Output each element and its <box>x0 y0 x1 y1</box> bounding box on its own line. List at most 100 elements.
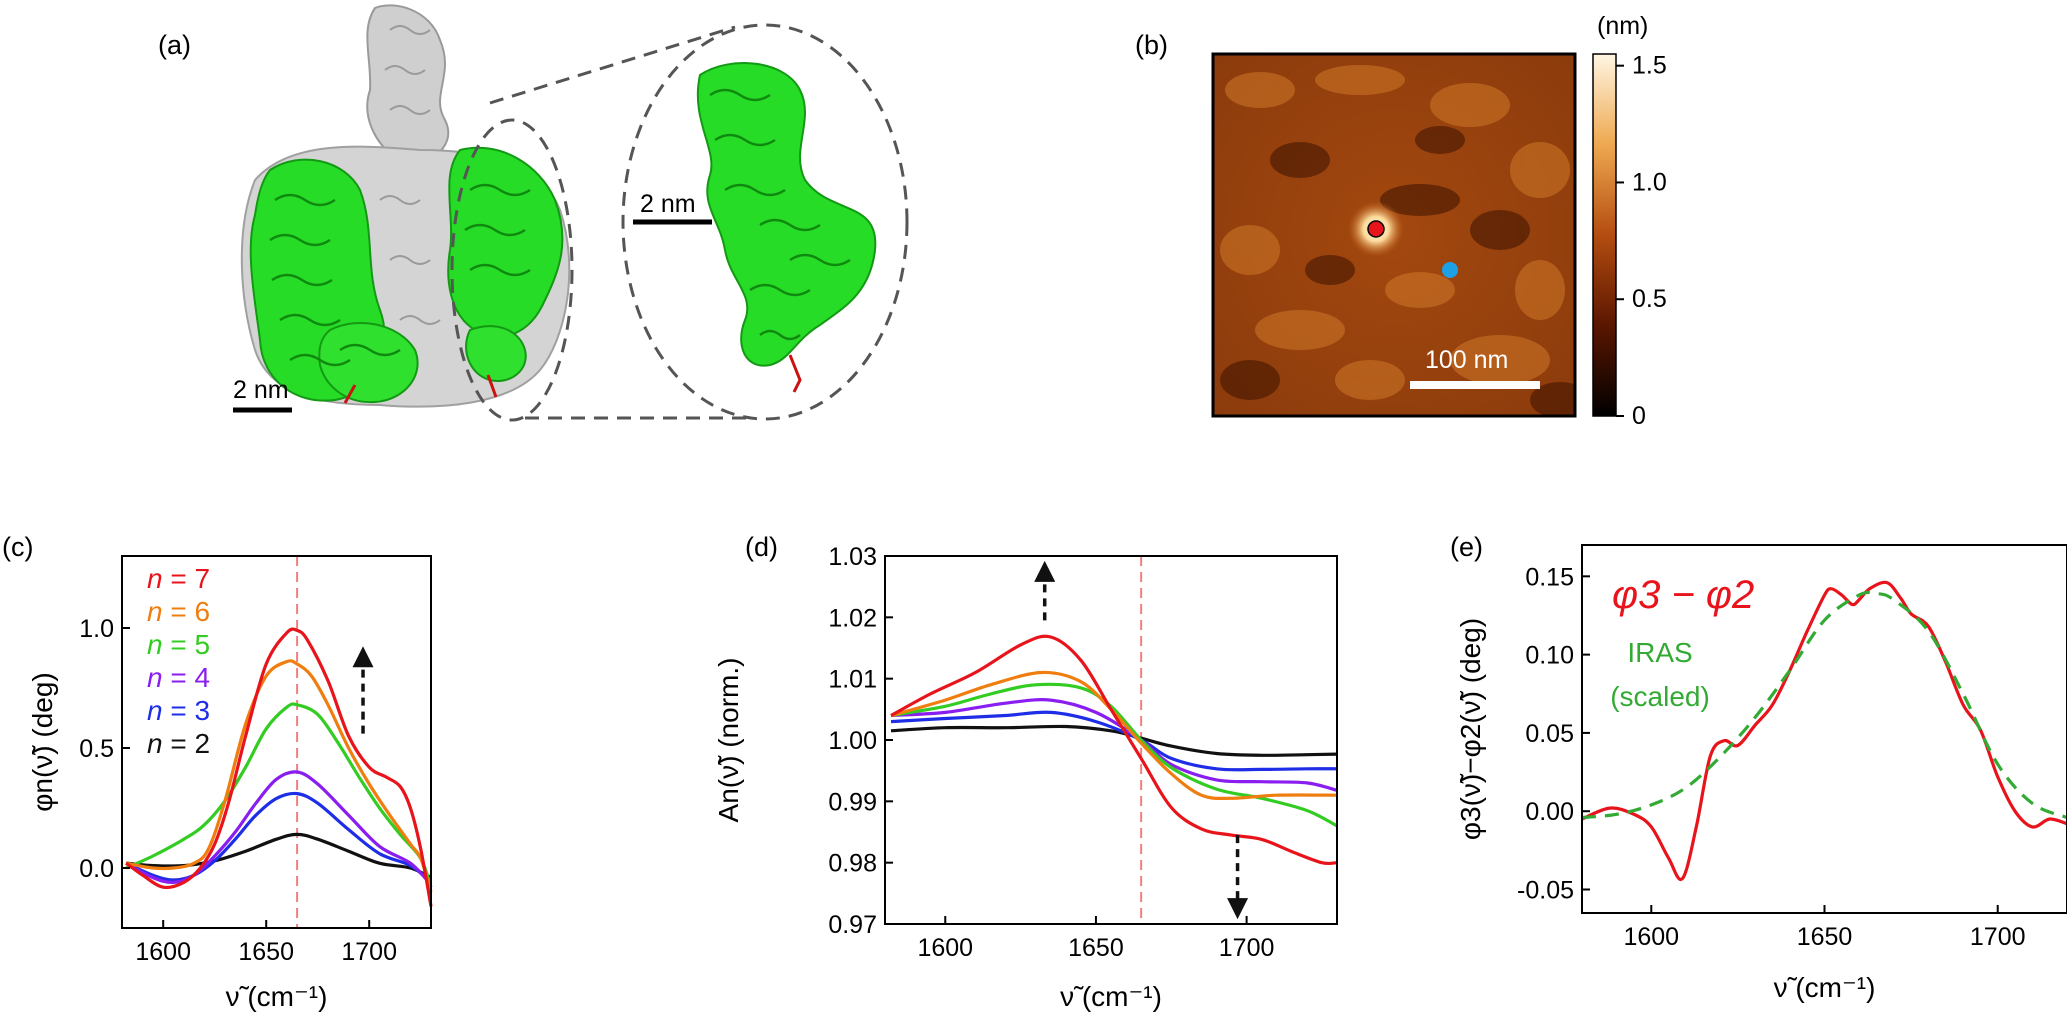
plot-frame <box>121 555 432 929</box>
colorbar-tick-label: 1.0 <box>1632 168 1667 196</box>
legend-eq: = 6 <box>163 596 210 627</box>
legend-entry: n = 4 <box>147 662 210 693</box>
legend-eq: = 4 <box>163 662 210 693</box>
legend-entry: n = 6 <box>147 596 210 627</box>
panel-e: (e) 1600 1650 1700 -0.05 0.00 0.05 0.10 0.15 ν̃ (… <box>1450 532 2067 1003</box>
terminus-red-1 <box>343 384 357 404</box>
y-tick-label: 0.10 <box>1525 642 1574 670</box>
afm-scalebar-label: 100 nm <box>1425 346 1508 374</box>
x-tick-label: 1600 <box>917 934 973 962</box>
afm-frame <box>1211 52 1577 418</box>
series-line <box>890 724 1338 757</box>
x-tick-label: 1650 <box>1797 923 1853 951</box>
series-group <box>125 627 433 907</box>
legend-n: n <box>147 695 163 726</box>
scalebar-left-label: 2 nm <box>233 376 289 404</box>
ribbon-texture-left <box>269 183 531 367</box>
y-tick-label: 1.03 <box>828 543 877 571</box>
complex-green-bottom <box>318 322 419 404</box>
y-axis-label: An(ν̃) (norm.) <box>713 658 744 823</box>
legend-eq: = 7 <box>163 563 210 594</box>
y-tick-label: 0.15 <box>1525 563 1574 591</box>
series-line <box>125 627 433 907</box>
x-tick-label: 1700 <box>341 938 397 966</box>
colorbar-ticks: 0 0.5 1.0 1.5 <box>1616 52 1667 430</box>
series-line <box>1581 580 2067 882</box>
legend-entry: n = 3 <box>147 695 210 726</box>
legend-eq: = 2 <box>163 728 210 759</box>
zoom-connector-top <box>489 25 736 105</box>
x-tick-label: 1600 <box>1623 923 1679 951</box>
panel-c: (c) 1600 1650 1700 0.0 0.5 1.0 ν̃ (cm⁻¹) φn(ν̃) … <box>2 532 433 1012</box>
legend-entry: n = 2 <box>147 728 210 759</box>
legend-entry: n = 5 <box>147 629 210 660</box>
ribbon-texture-gray <box>379 25 441 325</box>
legend-entry: φ3 − φ2 <box>1612 573 1754 617</box>
series-group <box>1581 580 2067 882</box>
colorbar-tick-label: 0.5 <box>1632 285 1667 313</box>
colorbar-tick-label: 0 <box>1632 402 1646 430</box>
zoom-ellipse-small <box>450 118 574 422</box>
y-tick-label: 1.02 <box>828 604 877 632</box>
series-line <box>125 702 433 888</box>
series-line <box>1581 590 2067 820</box>
series-line <box>890 682 1338 828</box>
x-tick-label: 1600 <box>135 938 191 966</box>
y-tick-label: 1.0 <box>79 615 114 643</box>
x-tick-label: 1650 <box>238 938 294 966</box>
legend-eq: = 3 <box>163 695 210 726</box>
y-tick-label: 0.99 <box>828 788 877 816</box>
zoomed-subunit <box>696 62 877 393</box>
y-tick-label: 0.05 <box>1525 720 1574 748</box>
x-tick-label: 1700 <box>1970 923 2026 951</box>
complex-green-br <box>465 325 527 382</box>
x-axis-label: ν̃ (cm⁻¹) <box>226 981 328 1012</box>
legend-n: n <box>147 563 163 594</box>
panel-d: (d) 1600 1650 1700 0.97 0.98 0.99 1.00 1.01 1.02 1… <box>713 532 1338 1012</box>
legend-entry: IRAS <box>1627 637 1692 668</box>
panel-a: (a) <box>158 4 909 422</box>
y-tick-label: -0.05 <box>1517 877 1574 905</box>
y-tick-label: 0.00 <box>1525 798 1574 826</box>
legend-n: n <box>147 728 163 759</box>
y-tick-label: 0.97 <box>828 911 877 939</box>
series-line <box>890 634 1338 866</box>
panel-e-label: (e) <box>1450 532 1483 562</box>
panel-b-label: (b) <box>1135 30 1168 60</box>
panel-c-label: (c) <box>2 532 33 562</box>
afm-image <box>1213 54 1575 416</box>
terminus-red-2 <box>486 374 498 398</box>
plot-frame <box>884 555 1338 925</box>
x-tick-label: 1650 <box>1068 934 1124 962</box>
legend-entry: (scaled) <box>1610 681 1710 712</box>
zoomed-terminus-red <box>788 354 802 393</box>
complex-green-right <box>447 146 564 338</box>
y-tick-label: 0.5 <box>79 735 114 763</box>
colorbar <box>1592 53 1617 417</box>
zoom-ellipse-large <box>621 23 909 421</box>
legend-n: n <box>147 662 163 693</box>
panel-a-label: (a) <box>158 30 191 60</box>
legend-eq: = 5 <box>163 629 210 660</box>
legend-entry: n = 7 <box>147 563 210 594</box>
y-tick-label: 1.00 <box>828 727 877 755</box>
y-axis-label: φ3(ν̃)−φ2(ν̃) (deg) <box>1455 618 1486 840</box>
y-tick-label: 0.98 <box>828 850 877 878</box>
legend-n: n <box>147 629 163 660</box>
x-tick-label: 1700 <box>1219 934 1275 962</box>
y-tick-label: 1.01 <box>828 666 877 694</box>
y-tick-label: 0.0 <box>79 855 114 883</box>
legend-n: n <box>147 596 163 627</box>
series-line <box>125 659 433 893</box>
x-axis-label: ν̃ (cm⁻¹) <box>1060 981 1162 1012</box>
colorbar-tick-label: 1.5 <box>1632 52 1667 80</box>
scalebar-right-label: 2 nm <box>640 190 696 218</box>
protein-complex <box>240 4 571 408</box>
x-axis-label: ν̃ (cm⁻¹) <box>1774 972 1876 1003</box>
colorbar-unit: (nm) <box>1597 12 1648 40</box>
series-group <box>890 634 1338 866</box>
series-line <box>125 791 433 884</box>
series-line <box>125 770 433 886</box>
y-axis-label: φn(ν̃) (deg) <box>27 672 58 812</box>
series-line <box>890 670 1338 801</box>
